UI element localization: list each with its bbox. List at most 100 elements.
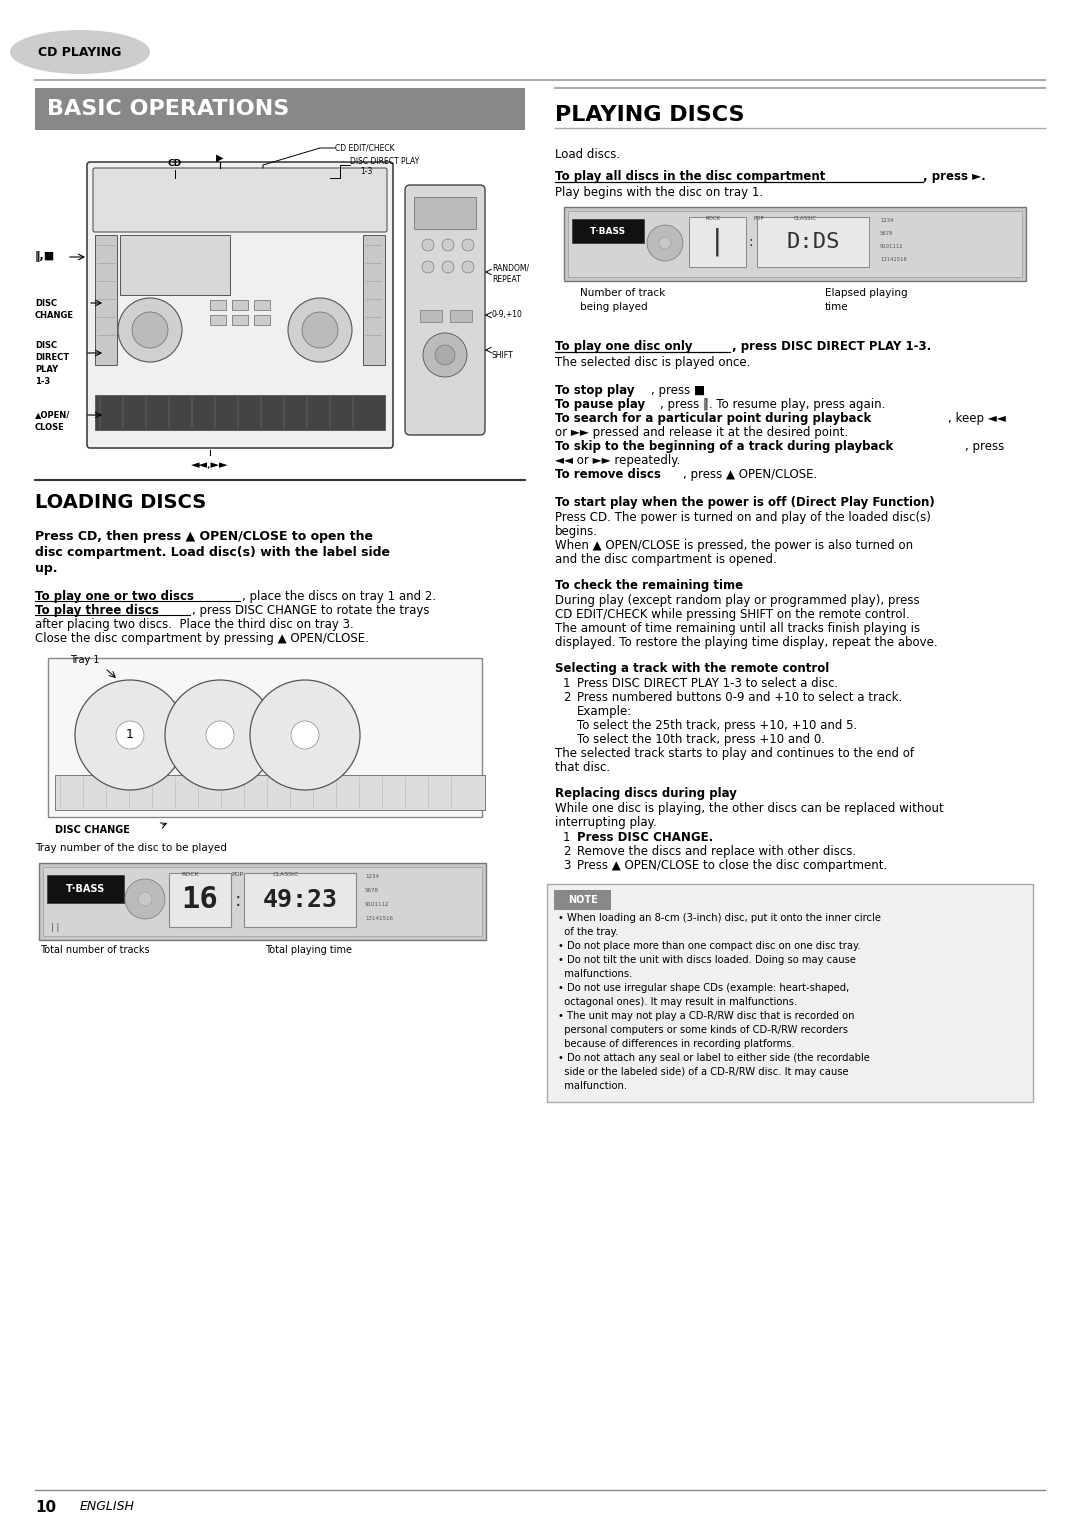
Circle shape	[462, 261, 474, 274]
Text: , press ▲ OPEN/CLOSE.: , press ▲ OPEN/CLOSE.	[683, 468, 818, 481]
Text: DISC DIRECT PLAY: DISC DIRECT PLAY	[350, 157, 419, 167]
Text: , place the discs on tray 1 and 2.: , place the discs on tray 1 and 2.	[242, 590, 436, 604]
Circle shape	[118, 298, 183, 362]
Text: after placing two discs.  Place the third disc on tray 3.: after placing two discs. Place the third…	[35, 617, 354, 631]
FancyBboxPatch shape	[420, 310, 442, 322]
Text: 16: 16	[181, 886, 218, 914]
FancyBboxPatch shape	[568, 211, 1022, 277]
Text: Play begins with the disc on tray 1.: Play begins with the disc on tray 1.	[555, 186, 764, 199]
FancyBboxPatch shape	[95, 235, 117, 365]
Text: |: |	[708, 228, 726, 257]
Text: , press DISC CHANGE to rotate the trays: , press DISC CHANGE to rotate the trays	[192, 604, 430, 617]
Text: being played: being played	[580, 303, 648, 312]
Text: ◄◄,►►: ◄◄,►►	[191, 460, 229, 471]
Circle shape	[165, 680, 275, 790]
Text: malfunction.: malfunction.	[558, 1080, 627, 1091]
Text: Number of track: Number of track	[580, 287, 665, 298]
Circle shape	[422, 261, 434, 274]
Text: Example:: Example:	[577, 704, 632, 718]
Text: 5678: 5678	[880, 231, 893, 235]
Circle shape	[422, 238, 434, 251]
Text: To play one disc only: To play one disc only	[555, 341, 692, 353]
Text: • The unit may not play a CD-R/RW disc that is recorded on: • The unit may not play a CD-R/RW disc t…	[558, 1012, 854, 1021]
Text: • Do not use irregular shape CDs (example: heart-shaped,: • Do not use irregular shape CDs (exampl…	[558, 983, 849, 993]
Text: To stop play: To stop play	[555, 384, 635, 397]
Text: 9101112: 9101112	[365, 902, 390, 908]
FancyBboxPatch shape	[363, 235, 384, 365]
Text: that disc.: that disc.	[555, 761, 610, 775]
FancyBboxPatch shape	[210, 299, 226, 310]
Text: :: :	[748, 235, 754, 249]
Text: or ►► pressed and release it at the desired point.: or ►► pressed and release it at the desi…	[555, 426, 848, 439]
Text: REPEAT: REPEAT	[492, 275, 521, 284]
Circle shape	[442, 238, 454, 251]
Text: LOADING DISCS: LOADING DISCS	[35, 492, 206, 512]
FancyBboxPatch shape	[95, 396, 384, 429]
Text: ▶: ▶	[216, 153, 224, 163]
Text: DIRECT: DIRECT	[35, 353, 69, 362]
Text: , press ■: , press ■	[651, 384, 705, 397]
Text: T·BASS: T·BASS	[66, 885, 106, 894]
Text: To remove discs: To remove discs	[555, 468, 661, 481]
Text: Selecting a track with the remote control: Selecting a track with the remote contro…	[555, 662, 829, 675]
Text: interrupting play.: interrupting play.	[555, 816, 657, 830]
Text: The selected track starts to play and continues to the end of: The selected track starts to play and co…	[555, 747, 914, 759]
Text: :: :	[234, 891, 241, 909]
FancyBboxPatch shape	[405, 185, 485, 435]
Circle shape	[659, 237, 671, 249]
Circle shape	[206, 721, 234, 749]
Text: RANDOM/: RANDOM/	[492, 263, 529, 272]
Text: 1: 1	[126, 729, 134, 741]
Text: personal computers or some kinds of CD-R/RW recorders: personal computers or some kinds of CD-R…	[558, 1025, 848, 1034]
Text: side or the labeled side) of a CD-R/RW disc. It may cause: side or the labeled side) of a CD-R/RW d…	[558, 1067, 849, 1077]
Circle shape	[302, 312, 338, 348]
FancyBboxPatch shape	[450, 310, 472, 322]
FancyBboxPatch shape	[244, 872, 356, 927]
Text: Press DISC CHANGE.: Press DISC CHANGE.	[577, 831, 713, 843]
FancyBboxPatch shape	[168, 872, 231, 927]
Text: Replacing discs during play: Replacing discs during play	[555, 787, 737, 801]
Text: Remove the discs and replace with other discs.: Remove the discs and replace with other …	[577, 845, 856, 859]
FancyBboxPatch shape	[554, 889, 611, 911]
Text: POP: POP	[232, 872, 244, 877]
FancyBboxPatch shape	[232, 315, 248, 325]
Text: • When loading an 8-cm (3-inch) disc, put it onto the inner circle: • When loading an 8-cm (3-inch) disc, pu…	[558, 914, 881, 923]
Text: malfunctions.: malfunctions.	[558, 969, 633, 979]
Circle shape	[462, 238, 474, 251]
Text: time: time	[825, 303, 849, 312]
Text: Press CD. The power is turned on and play of the loaded disc(s): Press CD. The power is turned on and pla…	[555, 510, 931, 524]
Text: Total playing time: Total playing time	[265, 944, 352, 955]
FancyBboxPatch shape	[254, 315, 270, 325]
Circle shape	[75, 680, 185, 790]
Text: To play all discs in the disc compartment: To play all discs in the disc compartmen…	[555, 170, 825, 183]
Text: While one disc is playing, the other discs can be replaced without: While one disc is playing, the other dis…	[555, 802, 944, 814]
Text: 1234: 1234	[880, 219, 893, 223]
Text: NOTE: NOTE	[568, 895, 598, 905]
Text: CD EDIT/CHECK while pressing SHIFT on the remote control.: CD EDIT/CHECK while pressing SHIFT on th…	[555, 608, 909, 620]
Text: • Do not tilt the unit with discs loaded. Doing so may cause: • Do not tilt the unit with discs loaded…	[558, 955, 856, 966]
Text: To skip to the beginning of a track during playback: To skip to the beginning of a track duri…	[555, 440, 893, 452]
Text: D:DS: D:DS	[786, 232, 840, 252]
Circle shape	[132, 312, 168, 348]
Text: POP: POP	[754, 215, 765, 222]
Text: 13141516: 13141516	[365, 915, 393, 921]
Text: ROCK: ROCK	[705, 215, 720, 222]
Circle shape	[423, 333, 467, 377]
FancyBboxPatch shape	[757, 217, 869, 267]
Text: 49:23: 49:23	[262, 888, 337, 912]
Circle shape	[138, 892, 152, 906]
FancyBboxPatch shape	[254, 299, 270, 310]
Text: octagonal ones). It may result in malfunctions.: octagonal ones). It may result in malfun…	[558, 996, 797, 1007]
Text: DISC: DISC	[35, 298, 57, 307]
Text: To play one or two discs: To play one or two discs	[35, 590, 194, 604]
Text: begins.: begins.	[555, 526, 598, 538]
FancyBboxPatch shape	[43, 866, 482, 937]
Text: PLAY: PLAY	[35, 365, 58, 373]
FancyBboxPatch shape	[546, 885, 1032, 1102]
Text: Close the disc compartment by pressing ▲ OPEN/CLOSE.: Close the disc compartment by pressing ▲…	[35, 633, 369, 645]
FancyBboxPatch shape	[564, 206, 1026, 281]
FancyBboxPatch shape	[35, 89, 525, 130]
Ellipse shape	[10, 31, 150, 73]
Text: DISC CHANGE: DISC CHANGE	[55, 825, 130, 834]
Text: displayed. To restore the playing time display, repeat the above.: displayed. To restore the playing time d…	[555, 636, 937, 649]
